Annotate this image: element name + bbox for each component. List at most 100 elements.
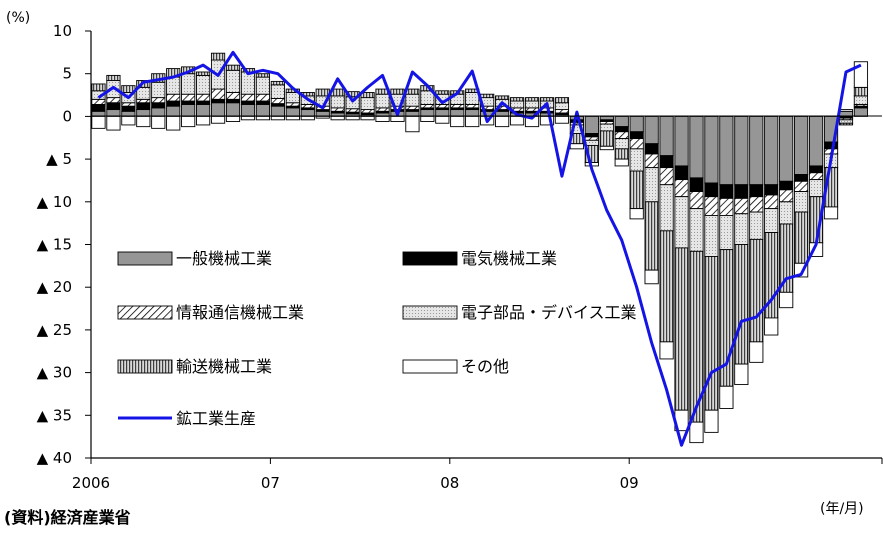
bar-segment-1-40 bbox=[689, 177, 704, 192]
bar-segment-0-41 bbox=[704, 115, 719, 184]
bar-segment-3-11 bbox=[255, 76, 271, 95]
bar-segment-2-13 bbox=[285, 102, 300, 107]
bar-segment-2-19 bbox=[375, 107, 390, 112]
bar-segment-4-26 bbox=[480, 93, 495, 99]
bar-segment-2-16 bbox=[330, 107, 345, 112]
bar-segment-3-9 bbox=[225, 69, 241, 93]
bar-segment-2-4 bbox=[151, 97, 166, 104]
bar-segment-2-3 bbox=[136, 98, 151, 104]
bar-segment-0-24 bbox=[450, 109, 465, 117]
bar-segment-3-6 bbox=[181, 73, 196, 95]
bar-segment-2-20 bbox=[390, 105, 405, 111]
bar-segment-0-45 bbox=[764, 115, 779, 186]
bar-segment-2-11 bbox=[255, 93, 271, 102]
y-tick-label: ▲ 25 bbox=[37, 321, 72, 339]
legend-swatch-4 bbox=[117, 359, 173, 374]
bar-segment-0-13 bbox=[285, 107, 300, 117]
bar-segment-0-35 bbox=[614, 115, 629, 128]
legend-swatch-2 bbox=[117, 305, 173, 320]
bar-segment-5-1 bbox=[106, 115, 121, 131]
bar-segment-3-41 bbox=[704, 215, 719, 257]
bar-segment-5-8 bbox=[210, 115, 226, 124]
bar-segment-2-22 bbox=[420, 103, 435, 109]
bar-segment-3-38 bbox=[659, 184, 674, 232]
bar-segment-3-36 bbox=[629, 148, 644, 172]
bar-segment-5-2 bbox=[121, 115, 136, 126]
bar-segment-2-33 bbox=[584, 136, 599, 141]
bar-segment-2-44 bbox=[749, 196, 764, 213]
bar-segment-1-42 bbox=[719, 184, 734, 199]
bar-segment-1-39 bbox=[674, 165, 689, 181]
bar-segment-0-6 bbox=[181, 103, 196, 117]
bar-segment-0-11 bbox=[255, 103, 271, 117]
bar-segment-2-7 bbox=[196, 93, 211, 102]
bar-segment-0-23 bbox=[435, 109, 450, 117]
bar-segment-5-3 bbox=[136, 115, 151, 128]
bar-segment-0-44 bbox=[749, 115, 764, 186]
bar-segment-3-19 bbox=[375, 93, 390, 109]
bar-segment-2-9 bbox=[225, 92, 241, 100]
bar-segment-2-45 bbox=[764, 194, 779, 210]
bar-segment-3-4 bbox=[151, 81, 166, 99]
bar-segment-1-10 bbox=[240, 100, 256, 105]
bar-segment-5-46 bbox=[779, 291, 794, 309]
bar-segment-5-6 bbox=[181, 115, 196, 128]
bar-segment-1-7 bbox=[196, 100, 211, 105]
bar-segment-1-41 bbox=[704, 182, 719, 198]
y-tick-label: ▲ 5 bbox=[46, 150, 72, 168]
bar-segment-0-46 bbox=[779, 115, 794, 182]
bar-segment-1-46 bbox=[779, 180, 794, 191]
y-tick-label: 5 bbox=[62, 65, 72, 83]
bar-segment-1-36 bbox=[629, 131, 644, 140]
y-tick-label: ▲ 30 bbox=[37, 364, 72, 382]
bar-segment-0-5 bbox=[166, 105, 181, 117]
bar-segment-1-35 bbox=[614, 126, 629, 133]
bar-segment-4-38 bbox=[659, 230, 674, 343]
bar-segment-5-49 bbox=[823, 206, 839, 220]
bar-segment-5-22 bbox=[420, 115, 435, 122]
bar-segment-2-38 bbox=[659, 167, 674, 186]
bar-segment-5-21 bbox=[405, 115, 420, 133]
bar-segment-0-25 bbox=[465, 109, 480, 117]
bar-segment-4-1 bbox=[106, 74, 121, 81]
bar-segment-5-23 bbox=[435, 115, 450, 124]
bar-segment-2-1 bbox=[106, 97, 121, 104]
bar-segment-2-43 bbox=[734, 197, 749, 215]
bar-segment-2-36 bbox=[629, 138, 644, 150]
bar-segment-0-12 bbox=[270, 105, 285, 117]
bar-segment-4-7 bbox=[196, 71, 211, 76]
legend-swatch-1 bbox=[402, 251, 458, 266]
bar-segment-2-39 bbox=[674, 179, 689, 198]
bar-segment-2-29 bbox=[524, 107, 540, 112]
bar-segment-0-40 bbox=[689, 115, 704, 179]
bar-segment-3-40 bbox=[689, 208, 704, 252]
bar-segment-2-46 bbox=[779, 189, 794, 203]
bar-segment-3-25 bbox=[465, 92, 480, 105]
x-axis-ticks: 2006 07 08 09 bbox=[72, 458, 883, 492]
bar-segment-4-39 bbox=[674, 247, 689, 411]
bar-segment-4-12 bbox=[270, 80, 285, 86]
bar-segment-2-18 bbox=[360, 109, 375, 114]
bar-segment-3-28 bbox=[509, 100, 525, 109]
bar-segment-2-24 bbox=[450, 103, 465, 109]
bar-segment-4-0 bbox=[91, 83, 106, 92]
bar-segment-5-38 bbox=[659, 341, 674, 360]
bar-segment-5-25 bbox=[465, 115, 480, 128]
y-tick-label: ▲ 20 bbox=[37, 278, 72, 296]
bar-segment-1-2 bbox=[121, 105, 136, 112]
bar-segment-1-37 bbox=[644, 143, 659, 155]
series-line-production bbox=[97, 50, 862, 447]
y-axis-ticks: 10 5 0 ▲ 5 ▲ 10 ▲ 15 ▲ 20 ▲ 25 ▲ 30 ▲ 35 ▲ 40 bbox=[37, 22, 91, 467]
bar-segment-0-43 bbox=[734, 115, 749, 186]
bar-segment-0-3 bbox=[136, 109, 151, 117]
bar-segment-3-12 bbox=[270, 84, 285, 99]
bar-segment-0-39 bbox=[674, 115, 689, 167]
bar-segment-2-42 bbox=[719, 197, 734, 216]
bar-segment-1-33 bbox=[584, 133, 599, 138]
bar-segment-5-45 bbox=[764, 317, 779, 336]
bar-segment-5-7 bbox=[196, 115, 211, 126]
legend-label-line: 鉱工業生産 bbox=[176, 409, 256, 428]
bar-segment-5-17 bbox=[345, 115, 360, 121]
bar-segment-1-5 bbox=[166, 100, 181, 107]
